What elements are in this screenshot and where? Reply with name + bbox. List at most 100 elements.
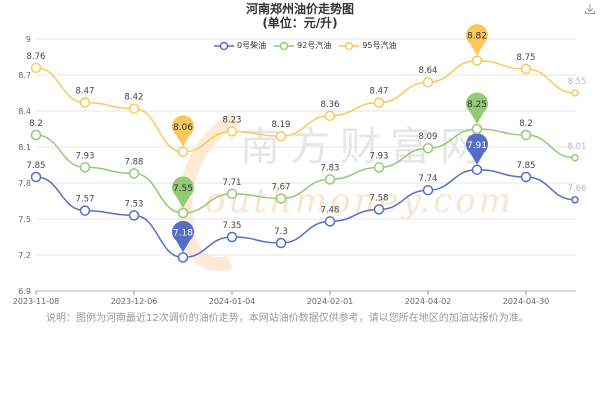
download-icon[interactable] — [584, 3, 596, 15]
data-point[interactable] — [422, 184, 434, 196]
svg-text:7.58: 7.58 — [370, 193, 389, 203]
svg-text:7.85: 7.85 — [27, 161, 46, 171]
data-point[interactable] — [177, 146, 189, 158]
svg-text:7.74: 7.74 — [419, 174, 438, 184]
svg-text:outhmoney.com: outhmoney.com — [205, 181, 514, 221]
svg-text:8.36: 8.36 — [321, 100, 340, 110]
svg-text:2023-12-06: 2023-12-06 — [111, 297, 158, 306]
svg-text:8.47: 8.47 — [370, 87, 389, 97]
data-point[interactable] — [128, 168, 140, 179]
svg-text:7.55: 7.55 — [173, 184, 193, 194]
svg-text:7.71: 7.71 — [223, 178, 242, 188]
pin-marker — [466, 133, 489, 165]
chart-note: 说明：图例为河南最近12次调价的油价走势，本网站油价数据仅供参考，请以您所在地区… — [46, 313, 529, 324]
data-point[interactable] — [275, 130, 287, 142]
data-point[interactable] — [324, 216, 336, 227]
legend-line-circle-icon — [339, 41, 360, 50]
data-point[interactable] — [226, 231, 238, 243]
svg-text:7.48: 7.48 — [321, 205, 340, 215]
data-point[interactable] — [128, 103, 140, 114]
svg-text:8.19: 8.19 — [272, 120, 291, 130]
data-point[interactable] — [226, 188, 238, 200]
legend-item-2[interactable]: 95号汽油 — [339, 40, 396, 51]
data-point[interactable] — [275, 193, 287, 204]
svg-text:9: 9 — [26, 35, 31, 44]
data-point[interactable] — [520, 171, 532, 183]
svg-text:7.35: 7.35 — [223, 221, 242, 231]
data-point[interactable] — [79, 97, 91, 108]
pin-marker — [172, 176, 194, 208]
legend-item-1[interactable]: 92号汽油 — [274, 40, 331, 51]
svg-text:7.2: 7.2 — [18, 251, 31, 260]
data-point[interactable] — [471, 164, 483, 176]
svg-text:7.66: 7.66 — [568, 184, 587, 194]
pin-marker — [172, 220, 194, 253]
svg-text:8.75: 8.75 — [517, 53, 536, 63]
svg-text:8.55: 8.55 — [568, 77, 587, 87]
svg-text:7.18: 7.18 — [173, 228, 193, 238]
svg-text:8.82: 8.82 — [467, 32, 487, 42]
legend-label: 0号柴油 — [237, 41, 267, 50]
svg-text:7.91: 7.91 — [467, 141, 487, 151]
svg-text:7.93: 7.93 — [370, 151, 389, 161]
pin-marker — [172, 115, 194, 147]
svg-text:2023-11-08: 2023-11-08 — [13, 297, 60, 306]
data-point[interactable] — [226, 126, 238, 137]
svg-text:2024-02-01: 2024-02-01 — [307, 297, 354, 306]
chart-title: 河南郑州油价走势图 (单位：元/升) — [0, 2, 600, 30]
data-point[interactable] — [79, 162, 91, 173]
data-point[interactable] — [373, 162, 385, 173]
data-point[interactable] — [30, 171, 42, 183]
data-point[interactable] — [177, 252, 189, 263]
legend-item-0[interactable]: 0号柴油 — [214, 40, 266, 51]
svg-text:8.4: 8.4 — [18, 107, 31, 116]
svg-text:8.47: 8.47 — [76, 87, 95, 97]
svg-text:8.25: 8.25 — [467, 100, 487, 110]
data-point[interactable] — [373, 97, 385, 108]
data-point[interactable] — [373, 204, 385, 215]
svg-text:7.93: 7.93 — [76, 151, 95, 161]
svg-text:7.67: 7.67 — [272, 183, 291, 193]
data-point[interactable] — [571, 196, 579, 204]
chart-title-unit: (单位：元/升) — [262, 16, 338, 30]
data-point[interactable] — [571, 89, 579, 97]
data-point[interactable] — [571, 154, 579, 162]
data-point[interactable] — [275, 237, 287, 249]
data-point[interactable] — [324, 174, 336, 185]
data-point[interactable] — [177, 207, 189, 219]
data-point[interactable] — [79, 205, 91, 216]
svg-text:8.2: 8.2 — [519, 119, 533, 129]
svg-text:7.57: 7.57 — [76, 195, 95, 205]
svg-text:7.88: 7.88 — [125, 157, 144, 167]
svg-text:8.64: 8.64 — [419, 66, 438, 76]
svg-text:8.1: 8.1 — [18, 143, 31, 152]
svg-text:7.3: 7.3 — [274, 227, 288, 237]
chart-title-main: 河南郑州油价走势图 — [245, 2, 354, 16]
data-point[interactable] — [324, 110, 336, 122]
pin-marker — [466, 24, 489, 56]
data-point[interactable] — [422, 142, 434, 154]
data-point[interactable] — [30, 62, 42, 74]
legend-label: 95号汽油 — [362, 41, 397, 50]
data-point[interactable] — [128, 210, 140, 221]
svg-text:7.53: 7.53 — [125, 199, 144, 209]
data-point[interactable] — [30, 129, 42, 141]
svg-text:8.06: 8.06 — [173, 123, 193, 133]
svg-text:6.9: 6.9 — [18, 287, 31, 296]
data-point[interactable] — [471, 55, 483, 66]
svg-text:8.7: 8.7 — [18, 71, 31, 80]
svg-text:2024-01-04: 2024-01-04 — [209, 297, 256, 306]
svg-text:8.2: 8.2 — [29, 119, 43, 129]
svg-text:7.8: 7.8 — [18, 179, 31, 188]
pin-marker — [466, 92, 489, 124]
data-point[interactable] — [520, 129, 532, 141]
svg-text:7.83: 7.83 — [321, 163, 340, 173]
legend-line-circle-icon — [214, 41, 234, 50]
data-point[interactable] — [422, 76, 434, 88]
svg-text:7.85: 7.85 — [517, 161, 536, 171]
legend-label: 92号汽油 — [297, 41, 332, 50]
data-point[interactable] — [520, 63, 532, 75]
svg-text:8.42: 8.42 — [125, 93, 144, 103]
data-point[interactable] — [471, 123, 483, 135]
svg-text:8.76: 8.76 — [27, 52, 46, 62]
